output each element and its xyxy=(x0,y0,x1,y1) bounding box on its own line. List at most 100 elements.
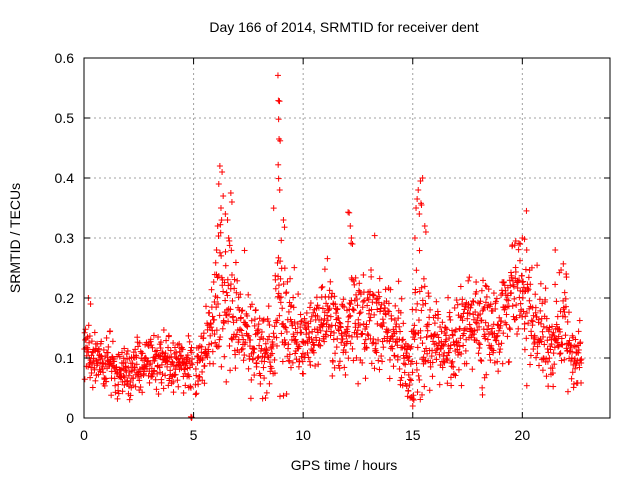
data-point xyxy=(409,358,416,365)
data-point xyxy=(160,327,167,334)
data-point xyxy=(413,205,420,211)
data-point xyxy=(114,395,121,402)
data-point xyxy=(174,341,181,348)
data-point xyxy=(357,322,364,329)
data-point xyxy=(551,361,558,368)
data-point xyxy=(495,341,502,348)
data-point xyxy=(347,313,354,320)
data-point xyxy=(136,387,143,394)
data-point xyxy=(525,320,532,327)
data-point xyxy=(420,354,427,361)
data-point xyxy=(213,304,220,311)
data-point xyxy=(458,382,465,389)
data-point xyxy=(538,338,545,345)
data-point xyxy=(329,372,336,379)
data-point xyxy=(320,320,327,327)
data-point xyxy=(184,352,191,359)
data-point xyxy=(542,285,549,292)
data-point xyxy=(566,337,573,344)
y-tick-label: 0 xyxy=(66,410,74,426)
data-point xyxy=(564,388,571,395)
data-point xyxy=(286,358,293,365)
data-point xyxy=(419,301,426,308)
data-point xyxy=(560,260,567,267)
data-point xyxy=(281,336,288,343)
data-point xyxy=(298,353,305,360)
data-point xyxy=(413,366,420,373)
data-point xyxy=(473,288,480,295)
data-point xyxy=(275,97,282,104)
data-point xyxy=(335,362,342,369)
data-point xyxy=(355,380,362,387)
data-point xyxy=(109,354,116,361)
data-point xyxy=(344,323,351,330)
data-point xyxy=(467,304,474,311)
data-point xyxy=(306,358,313,365)
data-point xyxy=(182,382,189,389)
data-point xyxy=(477,357,484,364)
data-point xyxy=(413,306,420,313)
data-point xyxy=(263,347,270,354)
data-point xyxy=(327,278,334,285)
data-point xyxy=(500,278,507,285)
data-point xyxy=(507,326,514,333)
data-point xyxy=(245,333,252,340)
data-point xyxy=(329,358,336,365)
data-point xyxy=(308,313,315,320)
data-point xyxy=(476,341,483,348)
data-point xyxy=(256,315,263,322)
data-point xyxy=(356,310,363,317)
data-point xyxy=(532,291,539,298)
data-point xyxy=(457,335,464,342)
data-point xyxy=(519,279,526,286)
data-point xyxy=(203,303,210,310)
data-point xyxy=(572,336,579,343)
data-point xyxy=(561,289,568,296)
data-point xyxy=(287,303,294,310)
data-point xyxy=(250,355,257,362)
data-point xyxy=(285,308,292,315)
data-point xyxy=(290,333,297,340)
data-point xyxy=(152,376,159,383)
data-point xyxy=(201,380,208,387)
data-point xyxy=(422,358,429,365)
data-point xyxy=(478,358,485,365)
data-point xyxy=(297,324,304,331)
data-point xyxy=(266,322,273,329)
data-point xyxy=(405,357,412,364)
data-point xyxy=(523,335,530,342)
data-point xyxy=(515,325,522,332)
data-point xyxy=(248,317,255,324)
data-point xyxy=(562,332,569,339)
tick-layer: 0 0.1 0.2 0.3 0.4 0.5 0.6 0 5 10 15 20 xyxy=(55,50,610,443)
data-point xyxy=(239,307,246,314)
data-point xyxy=(158,361,165,368)
data-point xyxy=(227,367,234,374)
data-point xyxy=(447,374,454,381)
data-point xyxy=(478,317,485,324)
data-point xyxy=(169,359,176,366)
data-point xyxy=(575,328,582,335)
data-point xyxy=(445,349,452,356)
data-point xyxy=(371,365,378,372)
data-point xyxy=(248,301,255,308)
data-point xyxy=(292,350,299,357)
data-point xyxy=(534,350,541,357)
data-point xyxy=(480,277,487,284)
data-point xyxy=(251,346,258,353)
data-point xyxy=(339,335,346,342)
data-point xyxy=(130,349,137,356)
data-point xyxy=(419,340,426,347)
data-point xyxy=(333,344,340,351)
data-point xyxy=(397,328,404,335)
data-point xyxy=(367,288,374,295)
data-point xyxy=(410,397,417,403)
data-point xyxy=(543,355,550,362)
data-point xyxy=(126,396,133,403)
data-point xyxy=(206,309,213,316)
data-point xyxy=(435,311,442,318)
data-point xyxy=(262,340,269,347)
data-point xyxy=(557,328,564,335)
data-point xyxy=(233,317,240,324)
